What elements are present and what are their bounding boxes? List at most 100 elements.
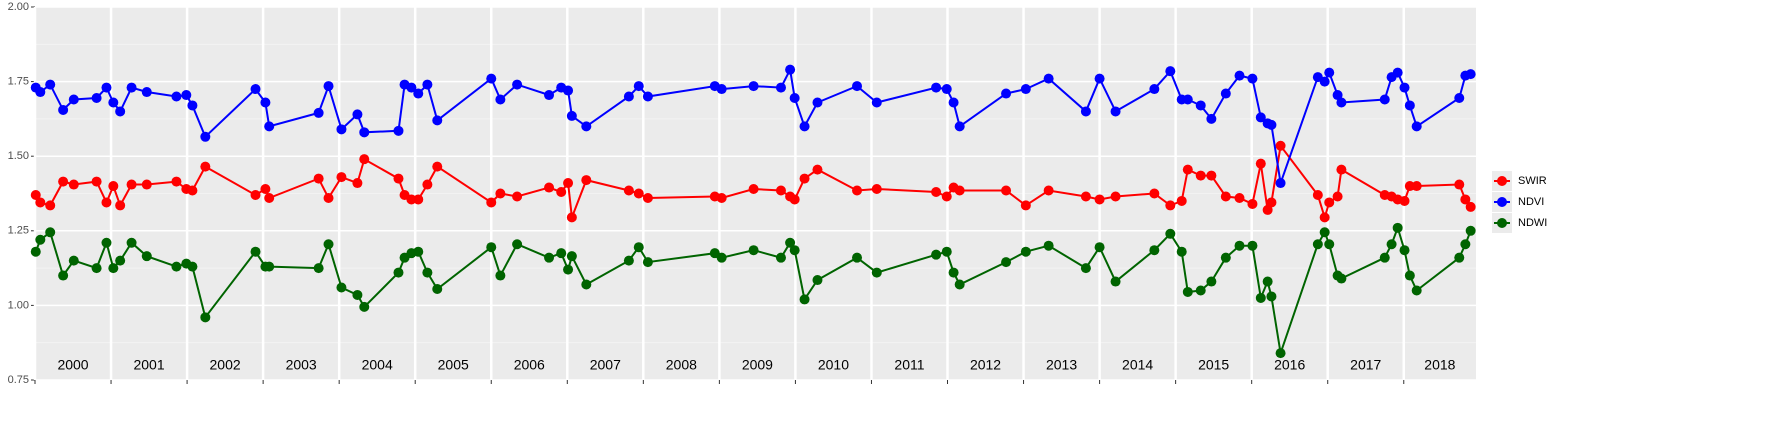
data-point — [413, 194, 424, 205]
data-point — [785, 237, 796, 248]
data-point — [250, 84, 261, 95]
data-point — [200, 161, 211, 172]
data-point — [563, 264, 574, 275]
legend-point — [1497, 218, 1507, 228]
data-point — [1110, 191, 1121, 202]
data-point — [1080, 263, 1091, 274]
data-point — [393, 125, 404, 136]
data-point — [799, 173, 810, 184]
data-point — [623, 91, 634, 102]
data-point — [187, 185, 198, 196]
data-point — [1411, 121, 1422, 132]
data-point — [495, 270, 506, 281]
data-point — [1399, 82, 1410, 93]
data-point — [108, 263, 119, 274]
data-point — [1206, 170, 1217, 181]
data-point — [789, 245, 800, 256]
data-point — [171, 261, 182, 272]
data-point — [359, 154, 370, 165]
data-point — [101, 237, 112, 248]
data-point — [250, 189, 261, 200]
data-point — [1275, 140, 1286, 151]
data-point — [126, 179, 137, 190]
data-point — [260, 97, 271, 108]
data-point — [1460, 194, 1471, 205]
data-point — [141, 87, 152, 98]
y-tick-label: 1.00 — [8, 299, 29, 311]
data-point — [45, 200, 56, 211]
data-point — [1220, 191, 1231, 202]
data-point — [1336, 273, 1347, 284]
data-point — [486, 73, 497, 84]
data-point — [495, 94, 506, 105]
data-point — [336, 124, 347, 135]
data-point — [799, 121, 810, 132]
data-point — [852, 252, 863, 263]
data-point — [642, 257, 653, 268]
data-point — [789, 93, 800, 104]
data-point — [68, 94, 79, 105]
data-point — [313, 107, 324, 118]
data-point — [1379, 94, 1390, 105]
data-point — [775, 82, 786, 93]
data-point — [931, 187, 942, 198]
data-point — [1399, 245, 1410, 256]
data-point — [1001, 88, 1012, 99]
x-tick-label: 2012 — [970, 357, 1001, 373]
data-point — [30, 189, 41, 200]
data-point — [35, 234, 46, 245]
data-point — [68, 255, 79, 266]
data-point — [432, 161, 443, 172]
data-point — [264, 261, 275, 272]
data-point — [323, 239, 334, 250]
data-point — [1165, 200, 1176, 211]
data-point — [1247, 240, 1258, 251]
legend-label: SWIR — [1518, 175, 1547, 187]
data-point — [58, 104, 69, 115]
data-point — [1319, 212, 1330, 223]
data-point — [948, 267, 959, 278]
data-point — [941, 191, 952, 202]
data-point — [30, 246, 41, 257]
x-tick-label: 2008 — [666, 357, 697, 373]
data-point — [313, 263, 324, 274]
data-point — [1319, 227, 1330, 238]
data-point — [1275, 178, 1286, 189]
data-point — [1336, 97, 1347, 108]
x-tick-label: 2007 — [590, 357, 621, 373]
data-point — [352, 109, 363, 120]
data-point — [544, 252, 555, 263]
data-point — [1324, 67, 1335, 78]
data-point — [812, 97, 823, 108]
data-point — [633, 188, 644, 199]
x-tick-label: 2018 — [1424, 357, 1455, 373]
data-point — [563, 178, 574, 189]
x-tick-label: 2011 — [894, 357, 924, 373]
data-point — [115, 106, 126, 117]
data-point — [171, 91, 182, 102]
data-point — [1182, 286, 1193, 297]
data-point — [108, 97, 119, 108]
data-point — [406, 82, 417, 93]
data-point — [141, 179, 152, 190]
data-point — [1454, 252, 1465, 263]
data-point — [1149, 188, 1160, 199]
data-point — [126, 82, 137, 93]
data-point — [789, 194, 800, 205]
data-point — [748, 184, 759, 195]
data-point — [566, 251, 577, 262]
data-point — [352, 289, 363, 300]
data-point — [1080, 191, 1091, 202]
data-point — [264, 121, 275, 132]
data-point — [1399, 195, 1410, 206]
data-point — [1176, 246, 1187, 257]
data-point — [954, 121, 965, 132]
data-point — [187, 261, 198, 272]
data-point — [871, 267, 882, 278]
legend-point — [1497, 197, 1507, 207]
data-point — [1404, 181, 1415, 192]
data-point — [58, 176, 69, 187]
data-point — [581, 175, 592, 186]
data-point — [566, 212, 577, 223]
